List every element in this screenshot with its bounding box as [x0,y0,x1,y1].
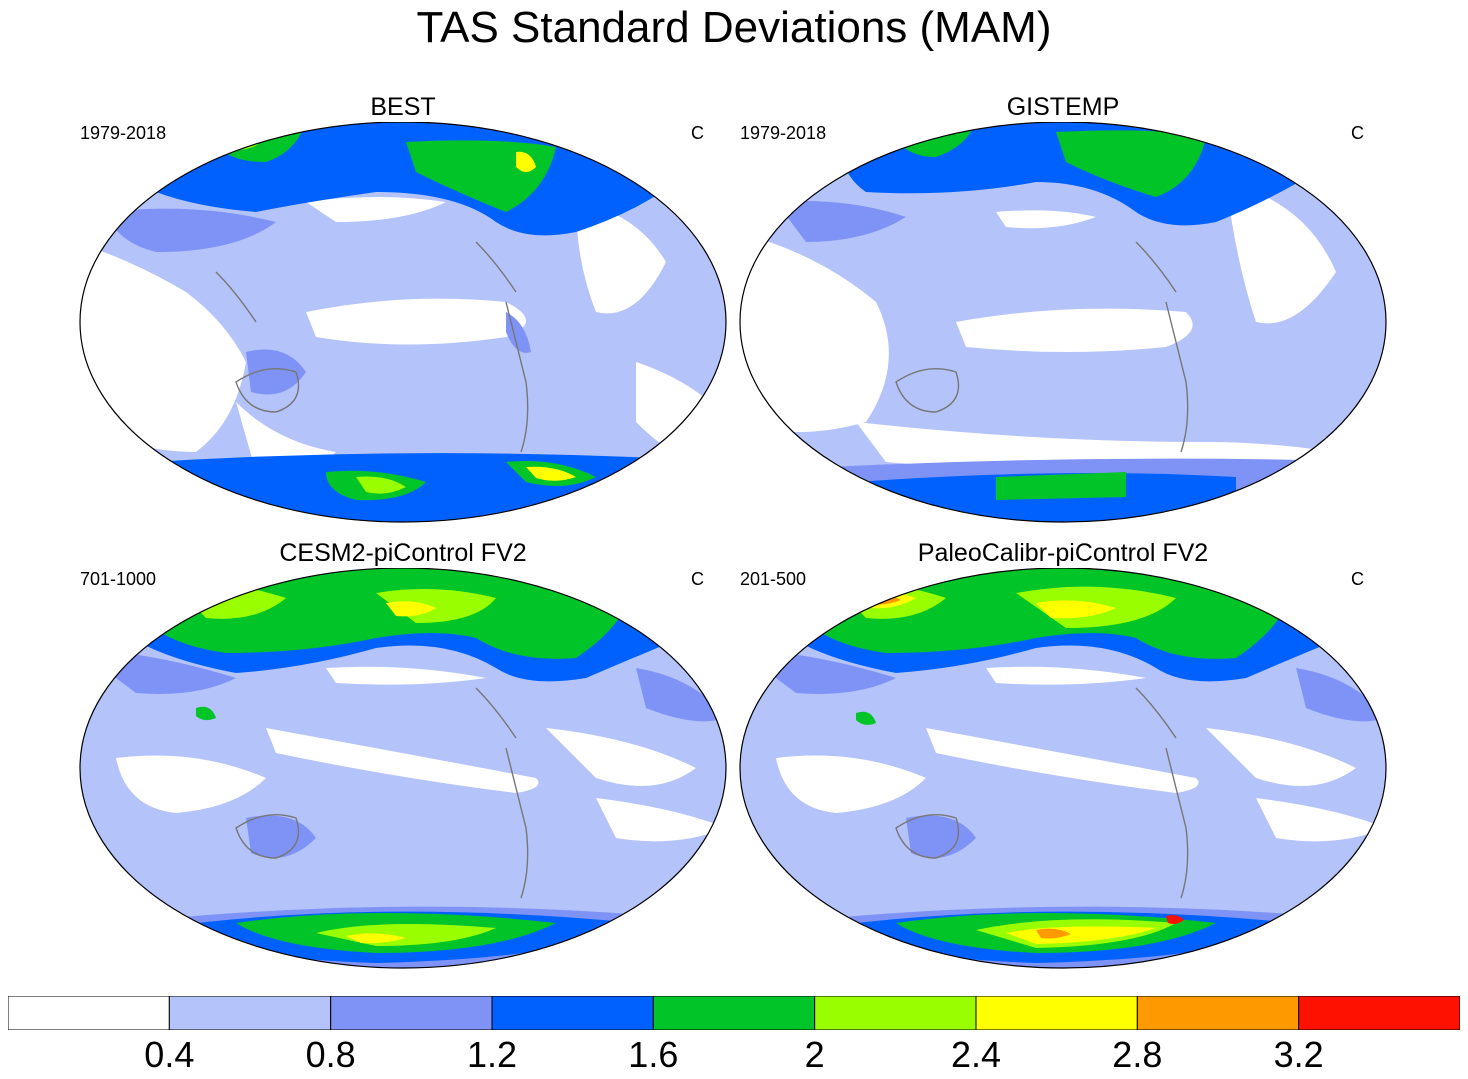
colorbar [8,996,1460,1030]
colorbar-swatch [330,996,493,1030]
map-paleocalibr [739,568,1387,969]
colorbar-swatch [814,996,977,1030]
panel-title: CESM2-piControl FV2 [279,539,527,567]
panel-title: GISTEMP [1006,93,1120,121]
panel-period: 1979-2018 [80,123,167,143]
colorbar-tick-label: 0.8 [305,1034,356,1075]
panel-units: C [1351,123,1364,143]
panel-title: BEST [370,93,436,121]
map-panel-gistemp: GISTEMP 1979-2018 C [736,92,1390,532]
map-panel-cesm2: CESM2-piControl FV2 701-1000 C [76,538,730,978]
panel-period: 1979-2018 [740,123,827,143]
panel-period: 201-500 [740,569,807,589]
colorbar-tick-label: 2.8 [1112,1034,1163,1075]
colorbar-swatch [168,996,332,1030]
panel-units: C [691,123,704,143]
colorbar-swatch [491,996,654,1030]
colorbar-swatch [8,996,170,1030]
map-cesm2 [79,568,727,969]
map-best [79,122,727,523]
panel-title: PaleoCalibr-piControl FV2 [917,539,1209,567]
colorbar-swatch [1298,996,1460,1030]
colorbar-tick-label: 1.2 [466,1034,518,1075]
map-panel-best: BEST 1979-2018 C [76,92,730,532]
colorbar-swatch [652,996,816,1030]
map-panel-paleocalibr: PaleoCalibr-piControl FV2 201-500 C [736,538,1390,978]
panel-period: 701-1000 [80,569,157,589]
colorbar-tick-label: 0.4 [144,1034,195,1075]
colorbar-tick-label: 3.2 [1273,1034,1324,1075]
colorbar-tick-label: 2.4 [950,1034,1002,1075]
colorbar-swatch [975,996,1138,1030]
map-gistemp [739,122,1387,523]
colorbar-tick-label: 1.6 [628,1034,679,1075]
main-title: TAS Standard Deviations (MAM) [416,3,1052,52]
colorbar-swatch [1136,996,1300,1030]
panel-units: C [1351,569,1364,589]
colorbar-tick-label: 2 [804,1034,825,1075]
panel-units: C [691,569,704,589]
